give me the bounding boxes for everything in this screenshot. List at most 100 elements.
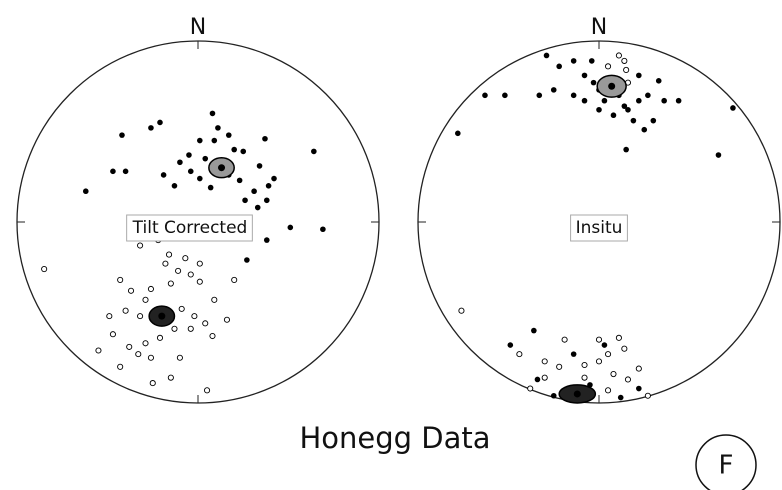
filled-point: [251, 188, 257, 195]
filled-point: [588, 58, 595, 64]
open-point: [541, 358, 548, 365]
filled-point: [550, 87, 557, 93]
filled-point: [242, 197, 248, 204]
open-point: [581, 374, 588, 381]
open-point: [149, 380, 156, 387]
open-point: [623, 66, 630, 74]
open-point: [165, 251, 173, 258]
filled-point: [271, 175, 277, 182]
open-point: [109, 331, 116, 338]
filled-point: [263, 197, 270, 204]
filled-point: [215, 125, 221, 131]
panel-label: F: [719, 451, 734, 481]
filled-point: [534, 376, 541, 383]
filled-point: [636, 72, 642, 79]
filled-point: [645, 92, 651, 99]
open-point: [621, 345, 628, 352]
open-point: [223, 316, 231, 323]
open-point: [175, 267, 182, 274]
net-label: Tilt Corrected: [132, 218, 248, 238]
filled-point: [225, 132, 232, 138]
filled-point: [502, 92, 508, 99]
north-label: N: [190, 15, 206, 40]
filled-point: [197, 175, 203, 182]
filled-point: [256, 163, 263, 169]
filled-point: [650, 117, 657, 124]
filled-point: [621, 103, 628, 109]
open-point: [605, 63, 612, 70]
filled-point: [570, 351, 577, 357]
open-point: [624, 376, 632, 383]
open-point: [95, 347, 102, 354]
mean-center: [158, 312, 166, 320]
filled-point: [630, 117, 637, 124]
filled-point: [119, 132, 125, 138]
label-box: [570, 214, 628, 242]
open-point: [171, 325, 178, 332]
filled-point: [730, 105, 736, 111]
open-point: [561, 336, 568, 343]
filled-point: [601, 97, 608, 104]
mean-center: [608, 82, 616, 90]
open-point: [191, 313, 198, 320]
filled-point: [623, 146, 629, 153]
filled-point: [320, 226, 326, 233]
filled-point: [110, 168, 116, 175]
open-point: [203, 387, 211, 394]
open-point: [182, 255, 189, 262]
open-point: [41, 266, 48, 273]
open-point: [167, 374, 174, 381]
open-point: [615, 52, 622, 59]
open-point: [162, 260, 169, 267]
filled-point: [209, 110, 216, 117]
open-point: [605, 351, 612, 358]
filled-point: [590, 79, 597, 86]
open-point: [126, 343, 133, 350]
open-point: [615, 334, 622, 341]
filled-point: [636, 385, 642, 392]
filled-point: [531, 327, 537, 334]
open-point: [610, 370, 617, 378]
open-point: [458, 307, 465, 314]
filled-point: [641, 126, 648, 133]
panel-badge: [695, 434, 757, 490]
open-point: [178, 305, 185, 312]
filled-point: [625, 106, 631, 113]
open-point: [137, 242, 144, 249]
filled-point: [160, 172, 167, 178]
filled-point: [263, 237, 270, 243]
open-point: [196, 260, 203, 267]
open-point: [127, 287, 135, 294]
filled-point: [211, 137, 218, 144]
filled-point: [536, 92, 543, 99]
open-point: [142, 296, 149, 303]
open-point: [135, 351, 142, 358]
open-point: [211, 296, 218, 303]
filled-point: [550, 392, 557, 399]
open-point: [137, 313, 144, 320]
filled-point: [177, 159, 183, 166]
open-point: [147, 354, 154, 361]
open-point: [147, 285, 154, 293]
open-point: [644, 392, 651, 399]
filled-point: [265, 183, 272, 189]
net-label: Insitu: [576, 218, 623, 238]
filled-point: [122, 168, 129, 175]
filled-point: [482, 92, 488, 99]
open-point: [581, 361, 588, 369]
filled-point: [157, 119, 163, 126]
open-point: [635, 365, 642, 372]
filled-point: [262, 135, 268, 142]
open-point: [605, 387, 612, 394]
open-point: [231, 276, 238, 283]
filled-point: [610, 112, 617, 119]
filled-point: [240, 148, 247, 155]
open-point: [516, 351, 523, 358]
open-point: [142, 340, 149, 347]
filled-point: [311, 148, 317, 155]
mean-center: [573, 390, 581, 398]
filled-point: [171, 183, 178, 189]
filled-point: [543, 52, 550, 59]
open-point: [527, 385, 534, 392]
